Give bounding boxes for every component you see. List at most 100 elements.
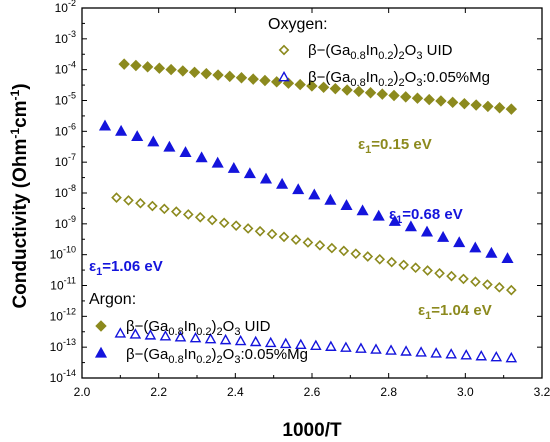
x-tick-label: 2.6	[304, 385, 321, 399]
data-point-arg_mg	[340, 199, 353, 210]
data-point-oxy_uid	[350, 248, 362, 260]
y-tick-label: 10-9	[55, 214, 76, 231]
data-point-arg_mg	[356, 204, 369, 216]
data-point-arg_uid	[482, 100, 494, 113]
data-point-arg_mg	[243, 167, 256, 179]
series-oxy_mg	[114, 327, 518, 363]
data-point-arg_uid	[470, 99, 482, 111]
y-tick-label: 10-5	[55, 91, 76, 108]
annotation-eps-104: ε1=1.04 eV	[418, 302, 492, 322]
data-point-arg_uid	[329, 82, 342, 95]
data-point-oxy_mg	[310, 339, 322, 351]
legend-oxygen-mg-marker	[278, 70, 290, 82]
data-point-arg_uid	[435, 95, 447, 107]
y-tick-label: 10-6	[55, 121, 76, 138]
legend-oxygen-header: Oxygen:	[268, 16, 328, 33]
data-point-oxy_mg	[144, 329, 157, 340]
data-point-oxy_uid	[278, 231, 290, 243]
legend-argon-uid-label: β−(Ga0.8In0.2)2O3 UID	[126, 318, 271, 338]
data-point-oxy_uid	[446, 270, 457, 282]
data-point-arg_mg	[131, 130, 144, 142]
legend-argon-mg-marker	[94, 346, 108, 358]
data-point-arg_uid	[247, 73, 259, 85]
plot-frame	[81, 7, 543, 379]
data-point-arg_mg	[437, 230, 450, 242]
data-point-oxy_uid	[266, 228, 278, 240]
data-point-arg_uid	[458, 97, 471, 110]
data-point-oxy_mg	[264, 336, 277, 348]
data-point-oxy_uid	[506, 284, 517, 296]
y-tick-label: 10-14	[50, 368, 76, 385]
x-tick-label: 3.0	[457, 385, 474, 399]
y-tick-label: 10-11	[50, 276, 76, 293]
y-tick-label: 10-7	[55, 152, 76, 169]
data-point-oxy_mg	[279, 337, 292, 349]
data-point-arg_mg	[276, 177, 289, 189]
y-tick-label: 10-10	[50, 245, 76, 262]
data-point-oxy_uid	[326, 242, 338, 254]
data-point-arg_uid	[224, 70, 236, 83]
legend-oxygen-uid-marker	[278, 44, 290, 56]
data-point-arg_uid	[141, 61, 154, 73]
data-point-oxy_uid	[254, 225, 266, 237]
legend-argon: Argon: β−(Ga0.8In0.2)2O3 UID β−(Ga0.8In0…	[89, 291, 308, 366]
data-point-oxy_mg	[204, 332, 217, 344]
y-tick-label: 10-2	[55, 0, 76, 15]
data-point-arg_uid	[364, 87, 377, 99]
data-point-arg_uid	[200, 67, 213, 80]
y-tick-label: 10-12	[50, 306, 76, 323]
data-point-oxy_mg	[295, 338, 307, 350]
annotation-eps-015: ε1=0.15 eV	[358, 136, 432, 156]
data-point-oxy_mg	[159, 330, 172, 341]
series-arg_mg	[98, 119, 514, 264]
data-point-oxy_uid	[458, 273, 469, 285]
data-point-arg_mg	[98, 119, 112, 131]
data-point-oxy_uid	[422, 265, 433, 276]
data-point-arg_mg	[179, 146, 192, 157]
data-point-arg_mg	[211, 156, 224, 168]
legend-oxygen-uid-label: β−(Ga0.8In0.2)2O3 UID	[308, 42, 453, 62]
data-point-oxy_uid	[170, 206, 182, 217]
data-point-oxy_uid	[482, 279, 493, 290]
data-point-arg_mg	[404, 220, 417, 232]
y-tick-label: 10-3	[55, 29, 76, 46]
data-point-arg_mg	[115, 124, 128, 136]
legend-marker-diamond-filled	[95, 320, 107, 332]
series-oxy_uid	[111, 192, 517, 296]
data-point-arg_mg	[501, 252, 514, 264]
x-tick-label: 3.2	[534, 385, 550, 399]
data-point-oxy_uid	[410, 262, 421, 274]
data-point-oxy_mg	[355, 342, 367, 353]
legend-marker-triangle-open	[278, 70, 290, 82]
data-point-oxy_uid	[242, 223, 254, 234]
data-point-oxy_mg	[505, 351, 518, 363]
data-point-oxy_mg	[415, 346, 427, 357]
data-point-oxy_uid	[230, 220, 242, 231]
data-point-oxy_mg	[174, 331, 187, 342]
data-point-oxy_mg	[234, 334, 247, 346]
x-tick-label: 2.4	[227, 385, 244, 399]
data-points	[98, 58, 518, 363]
data-point-arg_mg	[227, 161, 240, 173]
data-point-arg_uid	[493, 102, 506, 114]
annotation-eps-068: ε1=0.68 eV	[389, 206, 463, 226]
data-point-oxy_uid	[386, 256, 398, 268]
data-point-oxy_uid	[290, 234, 302, 246]
data-point-oxy_uid	[314, 239, 326, 251]
data-point-oxy_uid	[362, 251, 374, 262]
data-point-oxy_uid	[159, 203, 170, 215]
x-tick-labels: 2.0 2.2 2.4 2.6 2.8 3.0 3.2	[74, 385, 550, 399]
data-point-oxy_uid	[206, 214, 218, 226]
data-point-oxy_uid	[338, 245, 350, 257]
data-point-oxy_mg	[400, 345, 412, 356]
data-point-arg_mg	[372, 209, 385, 221]
data-point-oxy_mg	[189, 331, 202, 343]
y-tick-labels: 10-2 10-3 10-4 10-5 10-6 10-7 10-8 10-9 10-10 10-…	[50, 0, 76, 385]
data-point-arg_uid	[411, 92, 424, 104]
annotation-eps-106: ε1=1.06 eV	[89, 258, 163, 278]
data-point-arg_uid	[212, 69, 224, 81]
data-point-arg_uid	[446, 96, 459, 109]
data-point-oxy_uid	[147, 200, 158, 212]
y-axis-title: Conductivity (Ohm-1cm-1)	[8, 83, 31, 308]
